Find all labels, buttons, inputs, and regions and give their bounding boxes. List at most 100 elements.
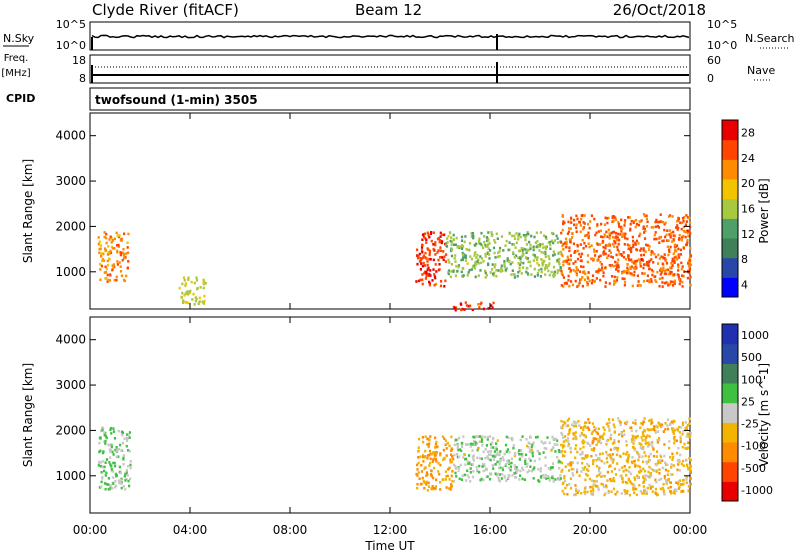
- data-cell: [617, 222, 621, 226]
- data-cell: [662, 239, 665, 243]
- data-cell: [563, 476, 566, 480]
- data-cell: [675, 439, 679, 443]
- data-cell: [475, 242, 478, 246]
- data-cell: [110, 432, 113, 435]
- data-cell: [587, 236, 590, 240]
- data-cell: [445, 242, 448, 245]
- data-cell: [640, 469, 643, 473]
- data-cell: [609, 478, 612, 481]
- data-cell: [112, 476, 115, 479]
- data-cell: [575, 488, 578, 491]
- data-cell: [669, 236, 672, 239]
- data-cell: [687, 441, 690, 445]
- data-cell: [121, 433, 124, 437]
- data-cell: [607, 491, 610, 495]
- data-cell: [651, 251, 654, 254]
- data-cell: [649, 474, 653, 478]
- data-cell: [113, 461, 116, 465]
- data-cell: [484, 269, 487, 273]
- data-cell: [588, 245, 591, 249]
- data-cell: [678, 425, 681, 429]
- data-cell: [529, 247, 532, 251]
- data-cell: [120, 274, 123, 278]
- data-cell: [609, 251, 612, 254]
- data-cell: [107, 245, 110, 248]
- data-cell: [114, 472, 117, 476]
- data-cell: [476, 456, 479, 460]
- data-cell: [117, 479, 120, 482]
- data-cell: [473, 243, 476, 247]
- data-cell: [586, 280, 589, 284]
- data-cell: [473, 436, 476, 439]
- data-cell: [99, 278, 102, 282]
- data-cell: [571, 283, 574, 287]
- data-cell: [438, 268, 441, 271]
- data-cell: [563, 492, 566, 496]
- data-cell: [685, 230, 688, 234]
- data-cell: [639, 284, 642, 287]
- data-cell: [547, 269, 550, 273]
- data-cell: [647, 264, 650, 268]
- data-cell: [419, 455, 422, 459]
- data-cell: [427, 485, 431, 488]
- data-cell: [687, 259, 690, 263]
- data-cell: [646, 260, 649, 264]
- data-cell: [615, 235, 618, 238]
- data-cell: [656, 270, 659, 274]
- data-cell: [502, 458, 505, 462]
- data-cell: [601, 241, 604, 245]
- colorbar-swatch: [722, 257, 738, 278]
- data-cell: [676, 451, 679, 455]
- data-cell: [119, 253, 122, 257]
- data-cell: [419, 268, 422, 271]
- data-cell: [590, 454, 593, 458]
- data-cell: [439, 235, 442, 238]
- nsky-panel: N.Sky 10^5 10^0 10^5 10^0 N.Search: [3, 18, 795, 52]
- data-cell: [503, 262, 506, 266]
- data-cell: [638, 455, 641, 459]
- data-cell: [417, 471, 420, 474]
- data-cell: [446, 241, 449, 244]
- data-cell: [514, 468, 517, 471]
- colorbar-tick-label: 4: [741, 278, 748, 291]
- data-cell: [469, 304, 472, 308]
- data-cell: [193, 303, 196, 306]
- data-cell: [495, 269, 498, 272]
- data-cell: [531, 451, 534, 455]
- data-cell: [570, 280, 573, 283]
- data-cell: [499, 450, 502, 453]
- data-cell: [642, 434, 646, 438]
- data-cell: [653, 233, 656, 237]
- data-cell: [442, 478, 445, 481]
- data-cell: [516, 468, 519, 472]
- data-cell: [476, 253, 479, 257]
- data-cell: [623, 277, 626, 281]
- data-cell: [123, 437, 126, 440]
- data-cell: [107, 443, 110, 447]
- data-cell: [595, 454, 598, 457]
- data-cell: [524, 453, 528, 457]
- data-cell: [544, 266, 547, 269]
- data-cell: [574, 447, 577, 451]
- data-cell: [421, 278, 424, 282]
- data-cell: [527, 232, 530, 236]
- data-cell: [583, 278, 587, 281]
- data-cell: [678, 479, 682, 482]
- data-cell: [422, 261, 425, 265]
- data-cell: [582, 439, 585, 442]
- data-cell: [653, 425, 656, 429]
- data-cell: [429, 457, 432, 461]
- data-cell: [446, 237, 449, 240]
- data-cell: [682, 219, 685, 223]
- data-cell: [445, 474, 448, 478]
- data-cell: [629, 229, 632, 232]
- data-cell: [480, 477, 483, 481]
- data-cell: [425, 480, 428, 484]
- data-cell: [560, 443, 563, 447]
- data-cell: [596, 224, 599, 228]
- data-cell: [572, 424, 575, 428]
- data-cell: [608, 242, 611, 246]
- data-cell: [426, 231, 429, 235]
- data-cell: [603, 223, 606, 226]
- data-cell: [474, 441, 477, 444]
